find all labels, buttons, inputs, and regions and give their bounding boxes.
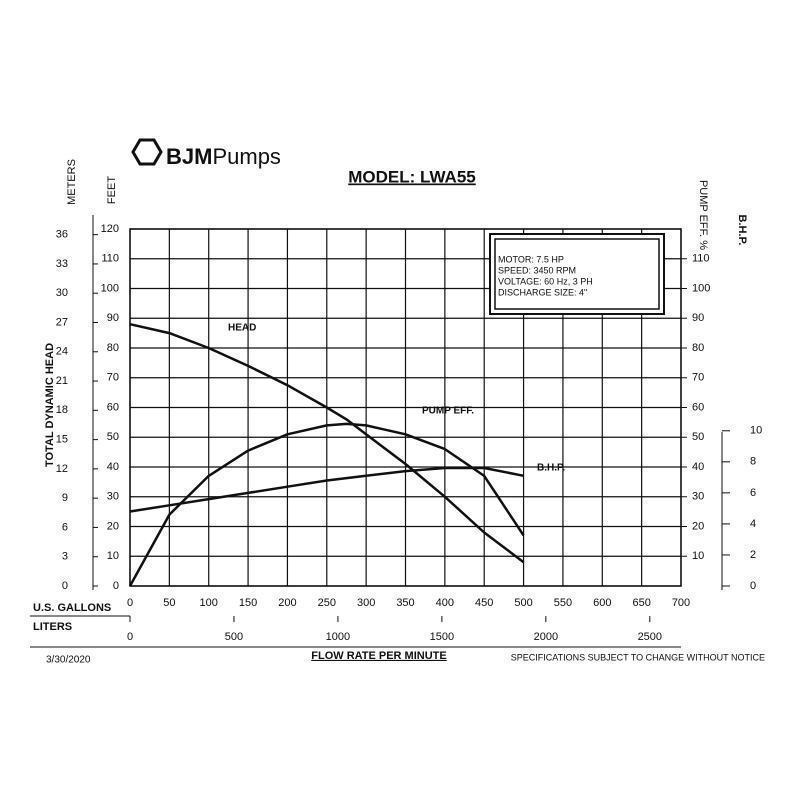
- x-tick-label: 0: [127, 597, 133, 609]
- y-meters-tick-label: 36: [56, 229, 68, 241]
- y3-tick-label: 0: [750, 580, 756, 592]
- logo-light: Pumps: [212, 144, 280, 169]
- y2-tick-label: 40: [692, 461, 704, 473]
- series-label: HEAD: [228, 323, 256, 334]
- x-tick-label: 50: [163, 597, 175, 609]
- y2-tick-label: 10: [692, 550, 704, 562]
- y-tick-label: 20: [107, 520, 119, 532]
- logo: BJMPumps: [131, 138, 281, 169]
- spec-box: [489, 233, 665, 315]
- spec-box-inner: [494, 238, 660, 310]
- y-meters-tick-label: 0: [62, 580, 68, 592]
- y-meters-tick-label: 27: [56, 316, 68, 328]
- y-tick-label: 60: [107, 401, 119, 413]
- y2-tick-label: 90: [692, 312, 704, 324]
- y-meters-tick-label: 6: [62, 521, 68, 533]
- y-meters-tick-label: 12: [56, 463, 68, 475]
- x-tick-label: 150: [239, 597, 257, 609]
- y-tick-label: 120: [101, 223, 119, 235]
- y3-tick-label: 6: [750, 487, 756, 499]
- y-axis-title: TOTAL DYNAMIC HEAD: [44, 343, 56, 467]
- x2-tick-label: 2000: [534, 631, 558, 643]
- y2-tick-label: 50: [692, 431, 704, 443]
- x2-tick-label: 1000: [326, 631, 350, 643]
- chart-title: MODEL: LWA55: [348, 167, 476, 186]
- spec-line: DISCHARGE SIZE: 4": [498, 287, 587, 297]
- x-tick-label: 350: [396, 597, 414, 609]
- logo-bold: BJM: [166, 144, 212, 169]
- series-label: B.H.P.: [537, 463, 565, 474]
- x-tick-label: 650: [632, 597, 650, 609]
- x-tick-label: 600: [593, 597, 611, 609]
- y-tick-label: 70: [107, 372, 119, 384]
- y-tick-label: 10: [107, 550, 119, 562]
- x-tick-label: 250: [318, 597, 336, 609]
- y3-tick-label: 2: [750, 549, 756, 561]
- y2-tick-label: 100: [692, 282, 710, 294]
- date: 3/30/2020: [46, 655, 91, 666]
- y-tick-label: 110: [101, 253, 119, 265]
- x-tick-label: 100: [200, 597, 218, 609]
- y-tick-label: 80: [107, 342, 119, 354]
- y-tick-label: 40: [107, 461, 119, 473]
- spec-box-outer: [489, 233, 665, 315]
- y-tick-label: 90: [107, 312, 119, 324]
- y3-tick-label: 10: [750, 425, 762, 437]
- x-tick-label: 400: [436, 597, 454, 609]
- series-line: [129, 322, 525, 564]
- x2-tick-label: 1500: [430, 631, 454, 643]
- y3-tick-label: 4: [750, 518, 756, 530]
- y-meters-tick-label: 3: [62, 551, 68, 563]
- y-meters-tick-label: 30: [56, 287, 68, 299]
- x2-unit-label: LITERS: [33, 621, 72, 633]
- y-unit-label: FEET: [106, 176, 118, 204]
- x2-tick-label: 2500: [638, 631, 662, 643]
- y-tick-label: 50: [107, 431, 119, 443]
- spec-line: VOLTAGE: 60 Hz, 3 PH: [498, 276, 593, 286]
- y-tick-label: 0: [113, 580, 119, 592]
- y3-tick-label: 8: [750, 456, 756, 468]
- y3-axis-title: B.H.P.: [736, 215, 748, 246]
- y-meters-tick-label: 33: [56, 258, 68, 270]
- y-meters-label: METERS: [66, 159, 78, 205]
- y-meters-tick-label: 24: [56, 346, 68, 358]
- x-tick-label: 200: [278, 597, 296, 609]
- series-line: [128, 422, 525, 587]
- y-tick-label: 100: [101, 282, 119, 294]
- y-meters-tick-label: 15: [56, 434, 68, 446]
- y2-tick-label: 110: [692, 253, 710, 265]
- logo-icon: [131, 138, 163, 166]
- y-meters-tick-label: 18: [56, 404, 68, 416]
- spec-line: SPEED: 3450 RPM: [498, 265, 576, 275]
- x-tick-label: 300: [357, 597, 375, 609]
- y2-tick-label: 20: [692, 520, 704, 532]
- logo-text: BJMPumps: [166, 144, 281, 169]
- y2-tick-label: 30: [692, 491, 704, 503]
- x-unit-label: U.S. GALLONS: [33, 602, 111, 614]
- y-tick-label: 30: [107, 491, 119, 503]
- y-meters-tick-label: 21: [56, 375, 68, 387]
- x2-tick-label: 500: [225, 631, 243, 643]
- x-tick-label: 450: [475, 597, 493, 609]
- y2-tick-label: 70: [692, 372, 704, 384]
- x-tick-label: 550: [554, 597, 572, 609]
- y2-axis-title: PUMP EFF. %: [697, 180, 709, 250]
- spec-line: MOTOR: 7.5 HP: [498, 254, 564, 264]
- notice: SPECIFICATIONS SUBJECT TO CHANGE WITHOUT…: [511, 652, 765, 662]
- x2-tick-label: 0: [127, 631, 133, 643]
- y2-tick-label: 60: [692, 401, 704, 413]
- x-axis-title: FLOW RATE PER MINUTE: [311, 650, 446, 662]
- series-label: PUMP EFF.: [422, 406, 474, 417]
- x-tick-label: 700: [672, 597, 690, 609]
- y2-tick-label: 80: [692, 342, 704, 354]
- y-meters-tick-label: 9: [62, 492, 68, 504]
- x-tick-label: 500: [514, 597, 532, 609]
- series-line: [129, 466, 524, 513]
